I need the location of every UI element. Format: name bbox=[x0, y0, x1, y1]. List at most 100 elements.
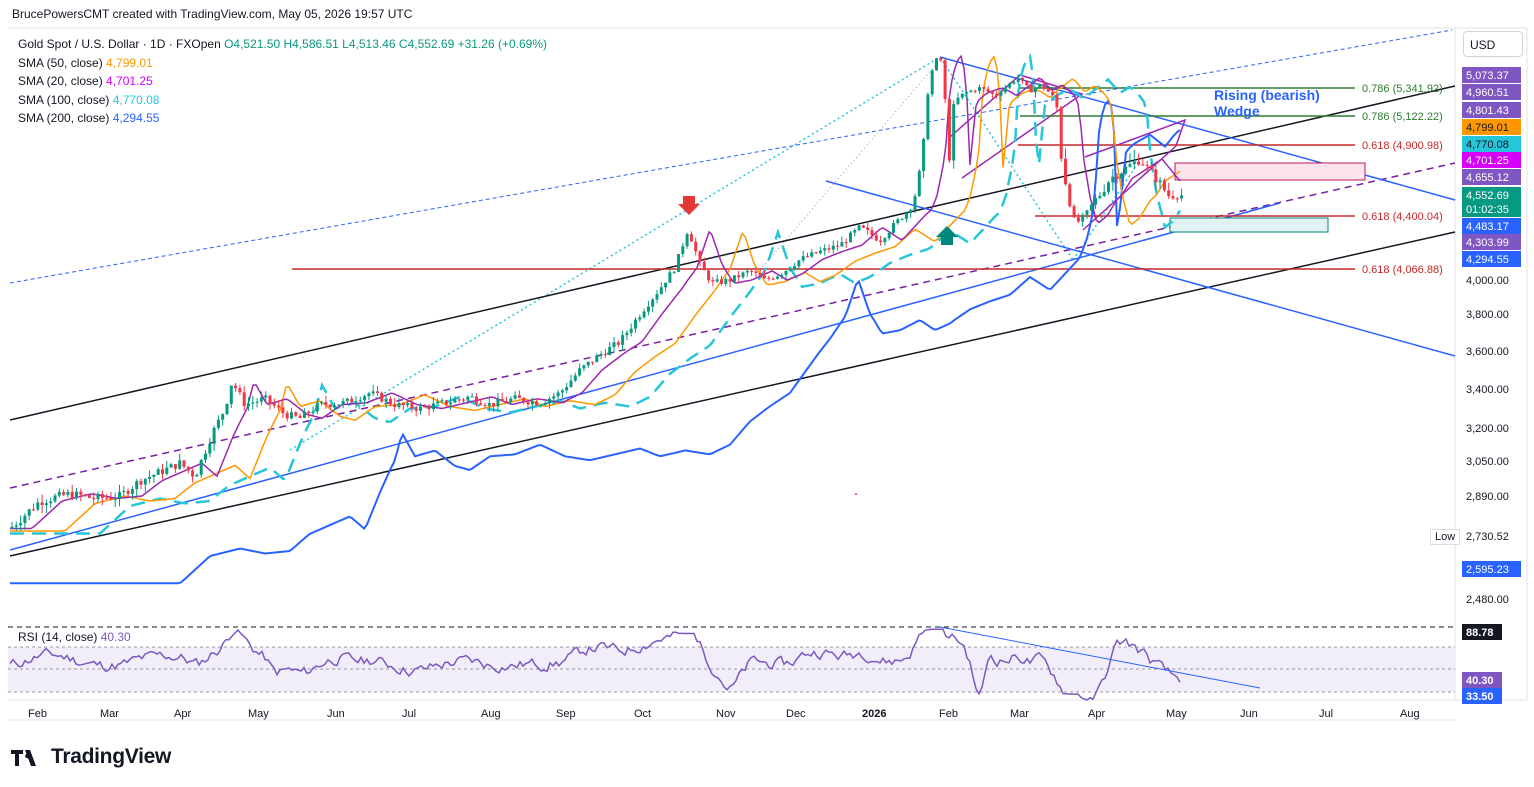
candle-body bbox=[1051, 91, 1055, 95]
price-tick-label: 3,600.00 bbox=[1466, 346, 1509, 358]
time-axis-label: Jun bbox=[327, 708, 345, 720]
candle-body bbox=[397, 402, 401, 408]
tradingview-logo[interactable]: TradingView bbox=[11, 745, 171, 769]
candle-body bbox=[926, 94, 930, 139]
candle-body bbox=[1115, 176, 1119, 179]
candle-body bbox=[423, 406, 427, 408]
candle-body bbox=[457, 399, 461, 401]
candle-body bbox=[771, 278, 775, 280]
time-axis-label: Aug bbox=[481, 708, 501, 720]
candle-body bbox=[1154, 169, 1158, 183]
candle-body bbox=[999, 92, 1003, 96]
candle-body bbox=[277, 405, 281, 408]
candle-body bbox=[1111, 176, 1115, 183]
candle-body bbox=[242, 392, 246, 407]
candle-body bbox=[930, 70, 934, 95]
price-tag-bg bbox=[1462, 528, 1521, 544]
candle-body bbox=[393, 404, 397, 408]
candle-body bbox=[978, 87, 981, 91]
price-tag-text: 2,595.23 bbox=[1466, 564, 1509, 576]
price-tag-bg bbox=[1462, 234, 1521, 250]
price-tag-text: 4,770.08 bbox=[1466, 139, 1509, 151]
price-tag-text: 4,303.99 bbox=[1466, 237, 1509, 249]
candle-body bbox=[1025, 80, 1029, 86]
candle-body bbox=[470, 396, 474, 398]
rsi-tag-text: 40.30 bbox=[1466, 675, 1494, 687]
candle-body bbox=[1003, 87, 1007, 93]
candle-body bbox=[741, 272, 745, 278]
candle-body bbox=[87, 495, 91, 498]
candle-body bbox=[659, 287, 663, 295]
candle-body bbox=[225, 403, 229, 415]
price-tick-label: 3,400.00 bbox=[1466, 384, 1509, 396]
sma200-label: SMA (200, close) bbox=[18, 111, 110, 125]
currency-button[interactable]: USD bbox=[1463, 31, 1523, 57]
sma100-row[interactable]: SMA (100, close) 4,770.08 bbox=[18, 91, 547, 110]
candle-body bbox=[995, 93, 999, 96]
candle-body bbox=[775, 276, 779, 279]
rsi-legend[interactable]: RSI (14, close) 40.30 bbox=[18, 630, 131, 644]
rsi-tag-bg bbox=[1462, 688, 1502, 704]
candle-body bbox=[466, 396, 470, 400]
price-tag-bg bbox=[1462, 251, 1521, 267]
candle-body bbox=[130, 488, 134, 494]
candle-body bbox=[625, 332, 629, 336]
candle-body bbox=[556, 392, 560, 397]
candle-body bbox=[887, 232, 891, 239]
candle-body bbox=[565, 387, 569, 391]
candle-body bbox=[810, 252, 814, 257]
candle-body bbox=[612, 342, 616, 347]
candle-body bbox=[827, 248, 831, 250]
symbol-row[interactable]: Gold Spot / U.S. Dollar · 1D · FXOpen O4… bbox=[18, 35, 547, 54]
sma20-row[interactable]: SMA (20, close) 4,701.25 bbox=[18, 72, 547, 91]
candle-body bbox=[208, 443, 212, 454]
candle-body bbox=[947, 99, 951, 161]
candle-body bbox=[285, 413, 289, 419]
candle-body bbox=[900, 218, 904, 220]
wedge-line-2: Wedge bbox=[1214, 103, 1260, 119]
rsi-value: 40.30 bbox=[100, 630, 131, 644]
candle-body bbox=[728, 278, 732, 282]
candle-body bbox=[500, 398, 504, 402]
candle-body bbox=[363, 396, 367, 401]
candle-body bbox=[79, 491, 83, 495]
sma50-line bbox=[10, 55, 1181, 532]
candle-body bbox=[840, 242, 844, 247]
time-axis-label: Feb bbox=[939, 708, 958, 720]
candle-body bbox=[913, 196, 917, 210]
sma200-value: 4,294.55 bbox=[112, 111, 160, 125]
price-tag-text: 4,801.43 bbox=[1466, 105, 1509, 117]
candle-body bbox=[689, 234, 693, 242]
candle-body bbox=[238, 388, 242, 393]
candle-body bbox=[294, 412, 298, 416]
candle-body bbox=[440, 400, 444, 402]
candle-body bbox=[234, 385, 238, 389]
candle-body bbox=[1033, 87, 1037, 93]
candle-body bbox=[483, 404, 487, 406]
fib-label-1: 0.786 (5,341.92) bbox=[1362, 83, 1443, 95]
candle-body bbox=[40, 502, 44, 505]
sma50-row[interactable]: SMA (50, close) 4,799.01 bbox=[18, 54, 547, 73]
candle-body bbox=[646, 306, 650, 312]
candle-body bbox=[896, 219, 900, 224]
time-axis-label: Dec bbox=[786, 708, 806, 720]
candle-body bbox=[943, 60, 947, 100]
candle-body bbox=[281, 407, 285, 414]
candle-body bbox=[118, 491, 121, 499]
candle-body bbox=[358, 400, 362, 402]
candle-body bbox=[182, 460, 186, 467]
candle-body bbox=[264, 395, 268, 398]
candle-body bbox=[53, 495, 57, 502]
candle-body bbox=[444, 400, 448, 405]
candle-body bbox=[57, 491, 61, 496]
candle-body bbox=[973, 90, 977, 92]
candle-body bbox=[247, 403, 250, 407]
candle-body bbox=[621, 335, 625, 345]
low-tag: Low bbox=[1430, 529, 1461, 545]
candle-body bbox=[371, 391, 375, 394]
candle-body bbox=[229, 385, 233, 404]
candle-body bbox=[801, 256, 805, 261]
sma20-value: 4,701.25 bbox=[106, 74, 153, 88]
sma200-row[interactable]: SMA (200, close) 4,294.55 bbox=[18, 109, 547, 128]
